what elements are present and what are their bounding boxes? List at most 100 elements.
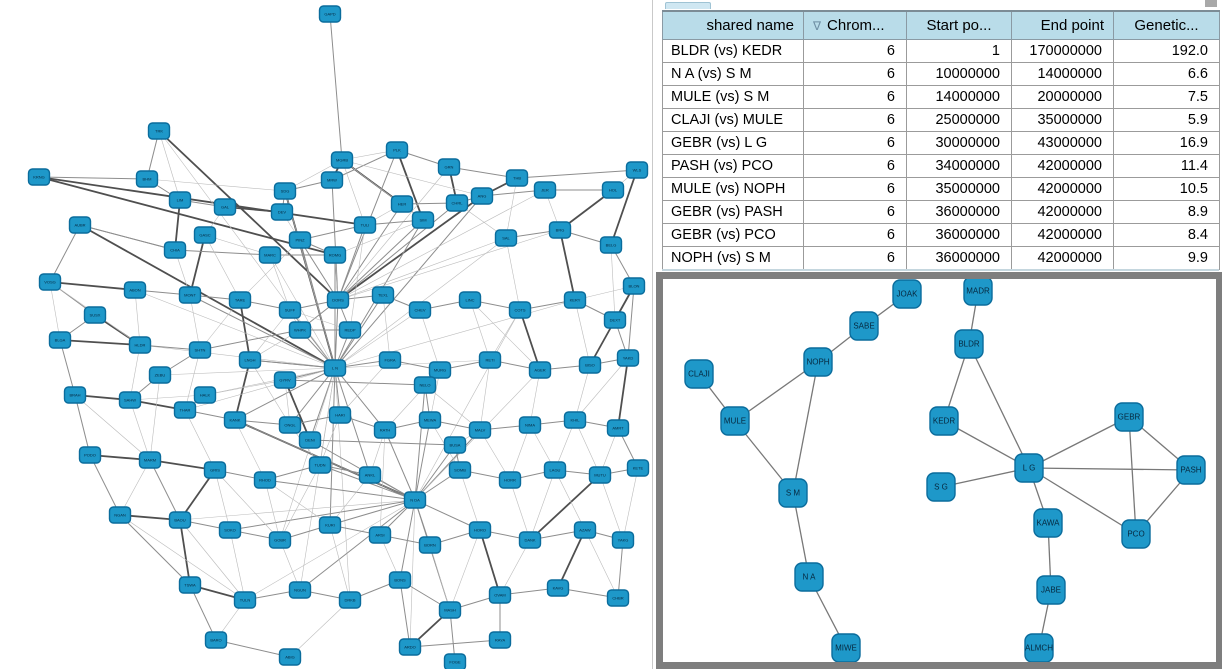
network-node[interactable]: THAR: [173, 401, 197, 419]
network-node[interactable]: DRKB: [338, 591, 362, 609]
column-header-end-point[interactable]: End point: [1011, 10, 1114, 40]
network-node[interactable]: GYRV: [273, 371, 297, 389]
network-node[interactable]: AMRT: [606, 419, 630, 437]
network-node[interactable]: ABIG: [278, 648, 302, 666]
network-node[interactable]: L N: [323, 359, 347, 377]
table-row[interactable]: N A (vs) S M 6 10000000 14000000 6.6: [662, 61, 1220, 86]
network-node[interactable]: SAHW: [118, 391, 142, 409]
subnetwork-node[interactable]: S G: [926, 472, 956, 502]
network-node[interactable]: BUSA: [443, 436, 467, 454]
network-node[interactable]: BORN: [418, 536, 442, 554]
network-node[interactable]: GRIS: [203, 461, 227, 479]
subnetwork-node[interactable]: KEDR: [929, 406, 959, 436]
subnetwork-node[interactable]: PCO: [1121, 519, 1151, 549]
network-node[interactable]: HALK: [193, 386, 217, 404]
network-node[interactable]: TULN: [233, 591, 257, 609]
network-node[interactable]: RETI: [478, 351, 502, 369]
subnetwork-node[interactable]: CLAJI: [684, 359, 714, 389]
network-node[interactable]: THB: [505, 169, 529, 187]
network-node[interactable]: GRN: [437, 158, 461, 176]
network-node[interactable]: KAVG: [546, 579, 570, 597]
network-node[interactable]: AZAW: [573, 521, 597, 539]
network-node[interactable]: TSWA: [178, 576, 202, 594]
network-node[interactable]: YAKG: [611, 531, 635, 549]
network-node[interactable]: MONT: [178, 286, 202, 304]
subnetwork-node[interactable]: MIWE: [831, 633, 861, 662]
network-node[interactable]: BRG: [548, 221, 572, 239]
subnetwork-node[interactable]: N A: [794, 562, 824, 592]
network-node[interactable]: BONS: [388, 571, 412, 589]
network-node[interactable]: GOBR: [268, 531, 292, 549]
table-row[interactable]: CLAJI (vs) MULE 6 25000000 35000000 5.9: [662, 107, 1220, 132]
network-node[interactable]: BELG: [599, 236, 623, 254]
network-node[interactable]: CHRL: [445, 194, 469, 212]
network-node[interactable]: DEXT: [603, 311, 627, 329]
network-node[interactable]: GAPD: [318, 5, 342, 23]
network-node[interactable]: PINZ: [288, 231, 312, 249]
network-node[interactable]: BLON: [622, 277, 646, 295]
network-node[interactable]: NGAN: [108, 506, 132, 524]
subnetwork-canvas[interactable]: JOAK MADR SABE NOPH BLDR CLAJI MULE KEDR GEBR L G…: [663, 279, 1216, 662]
network-node[interactable]: SHTN: [188, 341, 212, 359]
network-node[interactable]: AGER: [528, 361, 552, 379]
network-node[interactable]: MURG: [428, 361, 452, 379]
network-node[interactable]: MGRB: [330, 151, 354, 169]
network-node[interactable]: RAYA: [488, 631, 512, 649]
subnetwork-edge[interactable]: [968, 343, 1030, 469]
network-node[interactable]: MUTU: [588, 466, 612, 484]
network-node[interactable]: GASC: [193, 226, 217, 244]
network-node[interactable]: COTS: [508, 301, 532, 319]
table-row[interactable]: GEBR (vs) L G 6 30000000 43000000 16.9: [662, 130, 1220, 155]
network-node[interactable]: FGRA: [378, 351, 402, 369]
network-node[interactable]: DEV: [270, 203, 294, 221]
network-node[interactable]: GAL: [213, 198, 237, 216]
network-node[interactable]: KETE: [626, 459, 650, 477]
network-node[interactable]: BARO: [204, 631, 228, 649]
network-node[interactable]: KRNG: [27, 168, 51, 186]
network-node[interactable]: KERY: [563, 291, 587, 309]
network-node[interactable]: JER: [533, 181, 557, 199]
subnetwork-node[interactable]: KAWA: [1033, 508, 1063, 538]
network-node[interactable]: WHPK: [288, 321, 312, 339]
network-node[interactable]: PLK: [385, 141, 409, 159]
network-node[interactable]: LNGH: [238, 351, 262, 369]
network-node[interactable]: MARC: [258, 246, 282, 264]
table-row[interactable]: MULE (vs) NOPH 6 35000000 42000000 10.5: [662, 176, 1220, 201]
network-node[interactable]: MARM: [138, 451, 162, 469]
column-header-start-po---[interactable]: Start po...: [906, 10, 1012, 40]
network-node[interactable]: ABON: [123, 281, 147, 299]
subnetwork-node[interactable]: BLDR: [954, 329, 984, 359]
network-node[interactable]: SUFF: [278, 301, 302, 319]
filter-icon[interactable]: ∇: [813, 18, 822, 33]
network-node[interactable]: YAKD: [616, 349, 640, 367]
network-node[interactable]: ANG: [470, 187, 494, 205]
network-node[interactable]: HARI: [328, 406, 352, 424]
main-network-canvas[interactable]: GAPD MGRB TRK KRNG BHM SDG MRW PLK GRN THB WLS HOL J…: [0, 0, 652, 669]
network-node[interactable]: SIM: [411, 211, 435, 229]
network-node[interactable]: CHIA: [163, 241, 187, 259]
network-node[interactable]: SAL: [494, 229, 518, 247]
network-node[interactable]: DORS: [326, 291, 350, 309]
subnetwork-edge[interactable]: [1028, 416, 1130, 469]
network-node[interactable]: HORR: [498, 471, 522, 489]
network-node[interactable]: OVAM: [488, 586, 512, 604]
network-node[interactable]: TUDN: [308, 456, 332, 474]
subnetwork-node[interactable]: NOPH: [803, 347, 833, 377]
network-node[interactable]: HLDR: [128, 336, 152, 354]
network-node[interactable]: DANK: [518, 531, 542, 549]
network-node[interactable]: ARSI: [368, 526, 392, 544]
table-row[interactable]: MULE (vs) S M 6 14000000 20000000 7.5: [662, 84, 1220, 109]
network-node[interactable]: ARDO: [398, 638, 422, 656]
network-node[interactable]: TARE: [228, 291, 252, 309]
table-row[interactable]: PASH (vs) PCO 6 34000000 42000000 11.4: [662, 153, 1220, 178]
subnetwork-node[interactable]: GEBR: [1114, 402, 1144, 432]
network-node[interactable]: FOGE: [443, 653, 467, 669]
network-node[interactable]: TRK: [147, 122, 171, 140]
subnetwork-node[interactable]: JOAK: [892, 279, 922, 309]
subnetwork-node[interactable]: S M: [778, 478, 808, 508]
network-node[interactable]: ROMG: [323, 246, 347, 264]
table-row[interactable]: NOPH (vs) S M 6 36000000 42000000 9.9: [662, 245, 1220, 270]
network-node[interactable]: LIM: [168, 191, 192, 209]
column-header-genetic---[interactable]: Genetic...: [1113, 10, 1220, 40]
